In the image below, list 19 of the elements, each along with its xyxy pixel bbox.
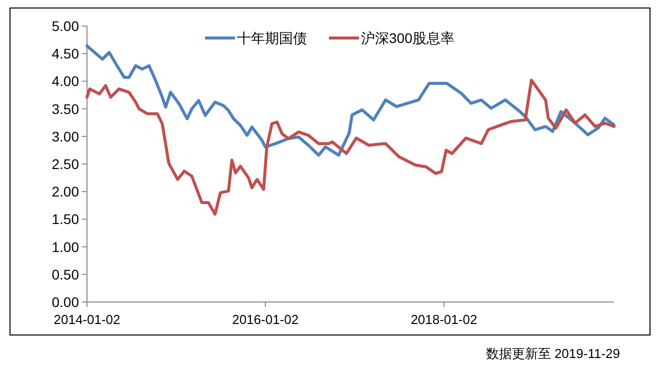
x-tick-label: 2018-01-02 [410, 312, 478, 327]
y-tick-label: 0.50 [52, 266, 80, 282]
y-tick-label: 5.00 [52, 18, 80, 34]
y-tick-label: 1.50 [52, 211, 80, 228]
y-tick-label: 2.00 [52, 184, 80, 200]
x-tick-label: 2016-01-02 [232, 312, 299, 327]
line-series [86, 44, 616, 157]
line-series [86, 78, 616, 216]
y-tick-label: 1.00 [52, 238, 80, 255]
y-tick-label: 3.00 [52, 128, 80, 144]
y-tick-label: 3.50 [52, 100, 80, 117]
y-tick-label: 4.50 [52, 46, 80, 62]
legend-label: 沪深300股息率 [361, 30, 454, 46]
legend-label: 十年期国债 [237, 30, 307, 46]
text: 数据更新至 2019-11-29 [486, 346, 620, 361]
y-tick-label: 4.00 [52, 73, 80, 90]
y-tick-label: 0.00 [52, 294, 80, 310]
y-tick-label: 2.50 [52, 156, 80, 172]
x-tick-label: 2014-01-02 [54, 312, 120, 327]
